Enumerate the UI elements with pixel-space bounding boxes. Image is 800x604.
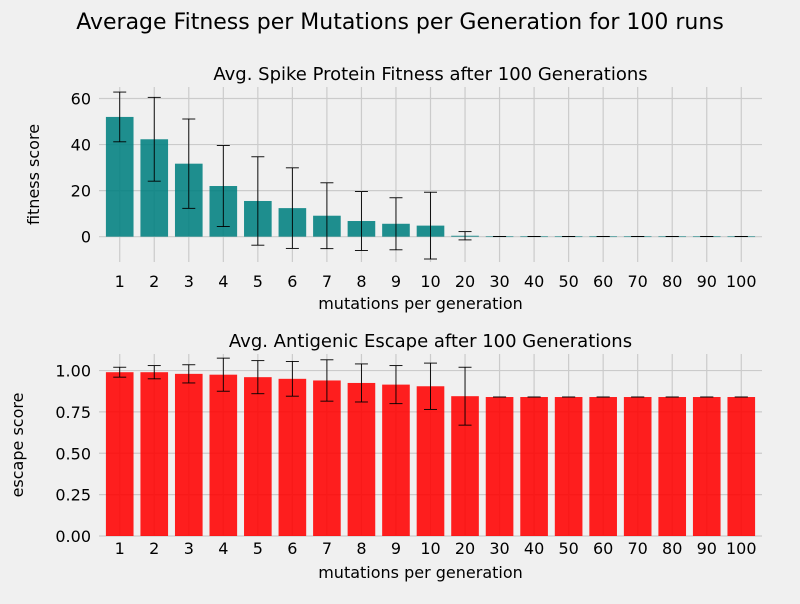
bar: [347, 382, 376, 536]
x-tick-label: 4: [218, 539, 228, 558]
x-tick-label: 9: [391, 539, 401, 558]
chart-2: 0.00 0.25 0.50 0.75 1.00 1 2 3 4 5 6 7 8 9 10 20 30 40 50 6…: [8, 331, 762, 582]
x-tick-label: 100: [726, 539, 757, 558]
x-tick-label: 100: [726, 272, 757, 291]
x-tick-label: 7: [322, 539, 332, 558]
y-tick-label: 0.25: [55, 486, 91, 505]
x-tick-label: 40: [524, 539, 544, 558]
x-tick-label: 6: [287, 539, 297, 558]
y-tick-label: 40: [71, 136, 91, 155]
bar: [244, 377, 272, 536]
bar: [382, 384, 410, 536]
x-tick-label: 40: [524, 272, 544, 291]
x-tick-label: 90: [697, 539, 717, 558]
y-axis-label: fitness score: [24, 124, 43, 225]
x-axis-label: mutations per generation: [318, 294, 523, 313]
x-tick-label: 80: [662, 272, 682, 291]
x-tick-label: 60: [593, 539, 613, 558]
bar: [174, 373, 203, 536]
x-tick-label: 70: [628, 539, 648, 558]
y-tick-label: 0.75: [55, 403, 91, 422]
x-tick-label: 50: [558, 539, 578, 558]
chart-title: Avg. Antigenic Escape after 100 Generati…: [229, 331, 632, 352]
bar: [105, 372, 134, 536]
bar: [554, 397, 583, 536]
bar: [623, 397, 652, 536]
x-tick-label: 1: [115, 272, 125, 291]
x-tick-label: 20: [455, 272, 475, 291]
x-tick-label: 5: [253, 539, 263, 558]
x-tick-label: 9: [391, 272, 401, 291]
bar: [313, 380, 341, 536]
y-tick-label: 60: [71, 90, 91, 109]
bar: [692, 397, 721, 536]
y-tick-label: 0.00: [55, 527, 91, 546]
x-tick-label: 10: [420, 539, 440, 558]
y-tick-label: 1.00: [55, 362, 91, 381]
x-tick-label: 8: [356, 272, 366, 291]
x-tick-label: 3: [184, 272, 194, 291]
chart-1: 0 20 40 60 1 2 3 4 5 6 7 8 9 10 20 30 40 50 60 70 80 90 100 Avg…: [24, 64, 762, 313]
bar: [278, 378, 307, 536]
x-tick-label: 20: [455, 539, 475, 558]
x-tick-label: 60: [593, 272, 613, 291]
x-tick-label: 8: [356, 539, 366, 558]
x-tick-label: 3: [184, 539, 194, 558]
x-tick-label: 2: [149, 539, 159, 558]
figure-suptitle: Average Fitness per Mutations per Genera…: [76, 10, 724, 35]
bar: [416, 386, 445, 536]
x-tick-label: 4: [218, 272, 228, 291]
x-tick-label: 5: [253, 272, 263, 291]
x-tick-label: 30: [489, 539, 509, 558]
bar: [485, 397, 514, 536]
bar: [140, 372, 169, 536]
bar: [727, 397, 756, 536]
y-tick-label: 20: [71, 182, 91, 201]
x-tick-label: 10: [420, 272, 440, 291]
x-tick-label: 7: [322, 272, 332, 291]
y-tick-label: 0.50: [55, 444, 91, 463]
x-tick-label: 70: [628, 272, 648, 291]
x-tick-label: 50: [558, 272, 578, 291]
bar: [520, 397, 548, 536]
x-tick-label: 6: [287, 272, 297, 291]
x-tick-label: 30: [489, 272, 509, 291]
y-tick-label: 0: [81, 228, 91, 247]
x-tick-label: 90: [697, 272, 717, 291]
x-tick-label: 2: [149, 272, 159, 291]
y-axis-label: escape score: [8, 393, 27, 498]
x-tick-label: 1: [115, 539, 125, 558]
bar: [209, 374, 238, 536]
bar: [658, 397, 687, 536]
bar: [589, 397, 617, 536]
x-axis-label: mutations per generation: [318, 563, 523, 582]
x-tick-label: 80: [662, 539, 682, 558]
chart-title: Avg. Spike Protein Fitness after 100 Gen…: [213, 64, 647, 85]
